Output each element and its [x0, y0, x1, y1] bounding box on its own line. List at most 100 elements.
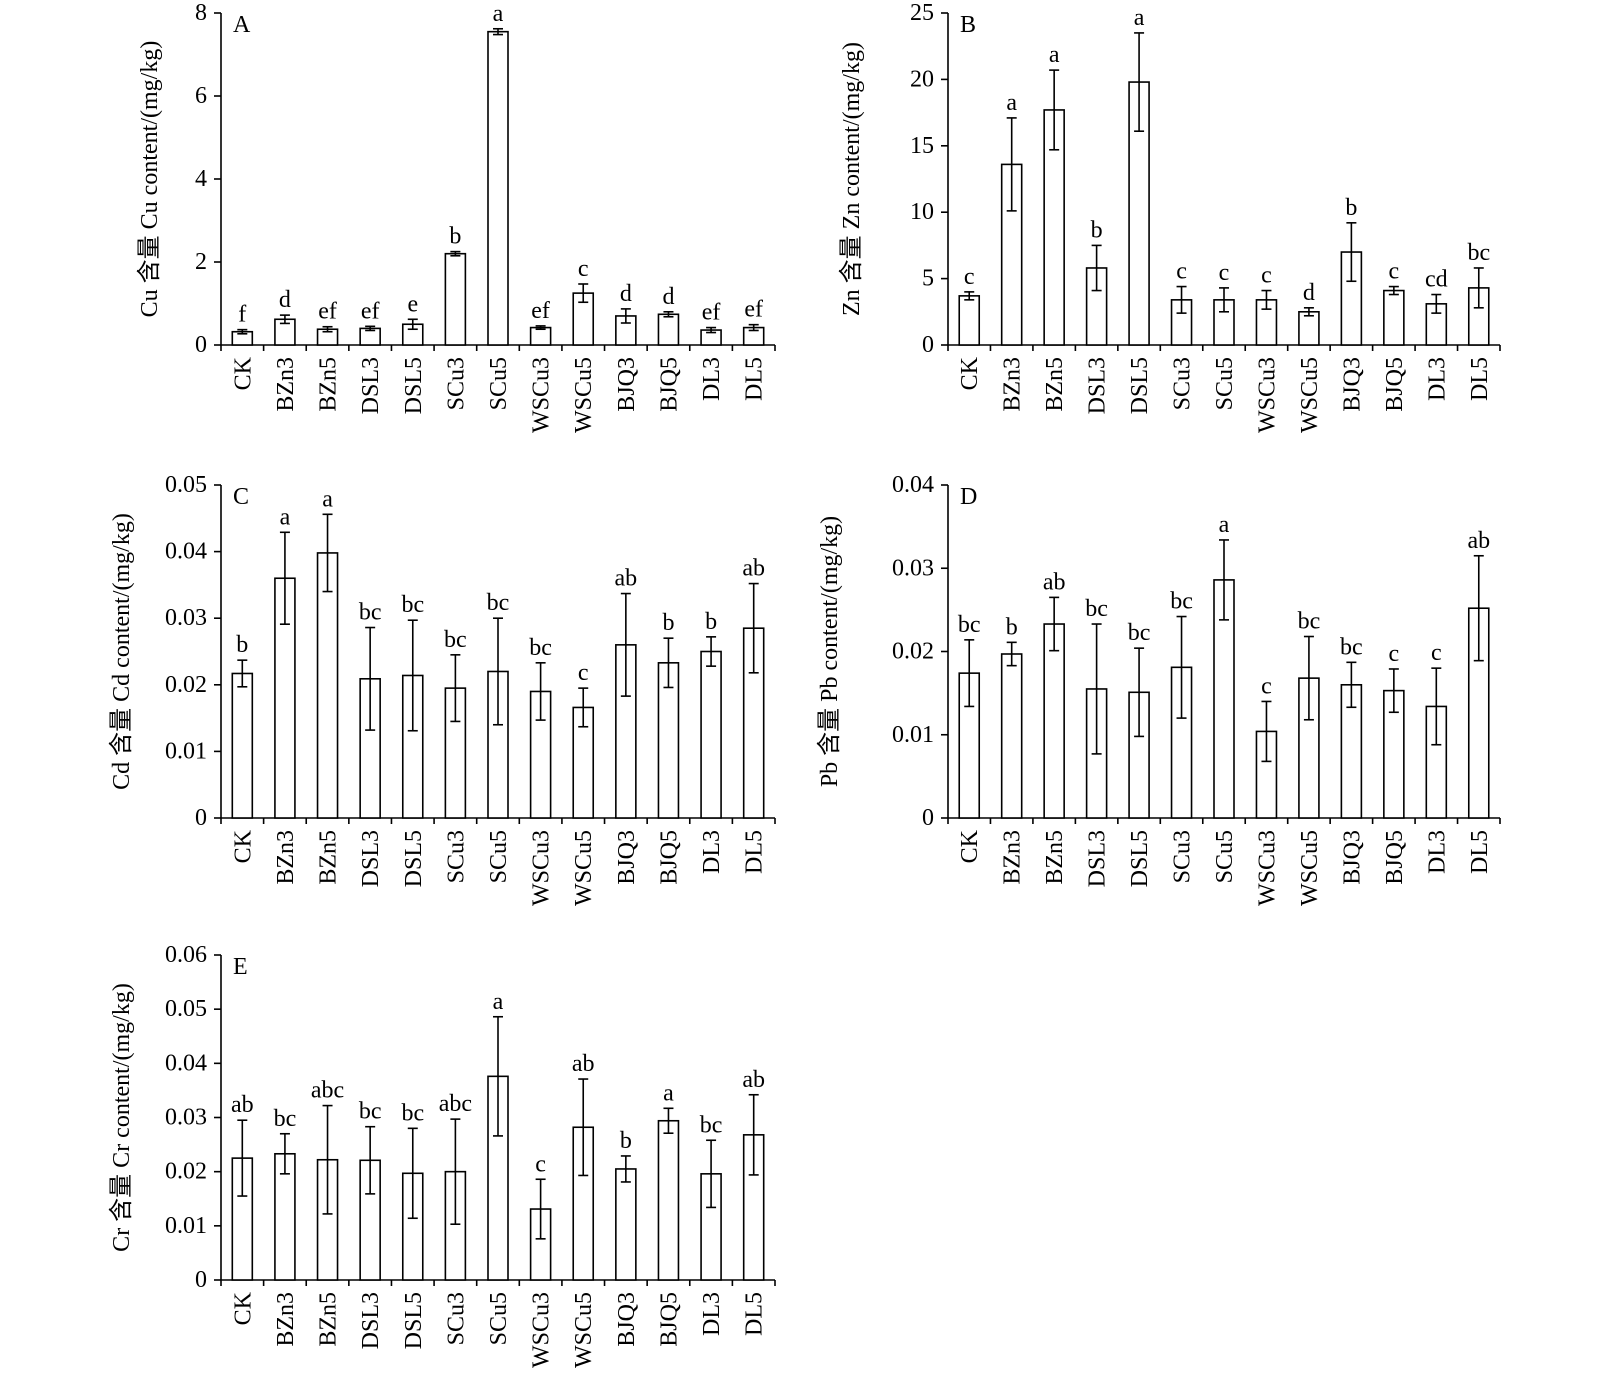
significance-letter-DSL5: bc: [401, 592, 424, 618]
significance-letter-DL3: c: [1431, 640, 1442, 666]
significance-letter-WSCu5: ab: [572, 1051, 595, 1077]
error-bar-BJQ5: [1388, 285, 1399, 296]
category-label-BZn3: BZn3: [273, 1292, 299, 1347]
category-label-BZn3: BZn3: [273, 357, 299, 412]
error-bar-DSL3: [365, 1125, 376, 1195]
error-bar-DL3: [706, 636, 717, 667]
significance-letter-SCu5: c: [1219, 260, 1230, 286]
category-label-DL5: DL5: [742, 357, 768, 401]
error-bar-SCu3: [450, 1118, 461, 1226]
y-tick-label: 0.03: [892, 555, 934, 581]
error-bar-SCu3: [1176, 615, 1187, 719]
significance-letter-WSCu5: bc: [1298, 609, 1321, 635]
category-label-BZn5: BZn5: [1042, 357, 1068, 412]
significance-letter-DSL3: ef: [361, 298, 380, 324]
y-tick-label: 0.01: [892, 722, 934, 748]
panel-d: D Pb 含量 Pb content/(mg/kg) 0 0.01 0.02 0.03 0.…: [816, 472, 1501, 906]
bar-BJQ5: [1383, 289, 1405, 346]
error-bar-SCu5: [493, 617, 503, 726]
y-tick-label: 2: [195, 249, 207, 275]
error-bar-CK: [964, 639, 975, 708]
y-tick-label: 0.04: [165, 539, 207, 565]
error-bar-BZn3: [1006, 641, 1017, 667]
y-tick-label: 20: [910, 66, 934, 92]
y-axis-label: Zn 含量 Zn content/(mg/kg): [838, 42, 865, 316]
y-tick-label: 0.05: [165, 996, 207, 1022]
y-axis-label: Cr 含量 Cr content/(mg/kg): [108, 983, 135, 1252]
y-tick-label: 4: [195, 166, 207, 192]
significance-letter-WSCu3: ef: [531, 298, 550, 324]
significance-letter-SCu3: bc: [1170, 589, 1193, 615]
error-bar-DSL5: [407, 318, 418, 331]
significance-letter-DL3: bc: [700, 1112, 723, 1138]
category-label-SCu5: SCu5: [486, 357, 512, 410]
y-axis-label: Cu 含量 Cu content/(mg/kg): [136, 41, 163, 318]
bar-SCu5: [487, 30, 509, 346]
error-bar-DSL5: [407, 1127, 418, 1220]
error-bar-DL5: [1473, 554, 1484, 662]
significance-letter-BJQ5: a: [663, 1080, 674, 1106]
significance-letter-DSL5: e: [407, 291, 418, 317]
significance-letter-BJQ3: ab: [615, 566, 638, 592]
error-bar-WSCu5: [1303, 635, 1314, 721]
category-label-BZn5: BZn5: [1042, 830, 1068, 885]
panel-label: A: [233, 12, 251, 38]
y-tick-label: 0.06: [165, 942, 207, 968]
error-bar-WSCu5: [1303, 307, 1314, 317]
category-label-BJQ5: BJQ5: [1382, 830, 1408, 885]
category-label-DL3: DL3: [699, 1292, 725, 1336]
significance-letter-DL3: ef: [702, 300, 721, 326]
bar-DL3: [700, 650, 722, 819]
error-bar-DSL3: [365, 325, 376, 332]
error-bar-WSCu3: [535, 325, 546, 331]
category-label-BJQ5: BJQ5: [656, 830, 682, 885]
significance-letter-SCu5: a: [493, 989, 504, 1015]
y-tick-label: 0.03: [165, 1105, 207, 1131]
error-bar-CK: [237, 328, 248, 335]
error-bar-DL5: [748, 1093, 759, 1176]
error-bar-SCu5: [1219, 287, 1229, 313]
bar-WSCu5: [1298, 310, 1320, 346]
significance-letter-SCu5: bc: [487, 590, 510, 616]
y-axis-label: Pb 含量 Pb content/(mg/kg): [816, 516, 843, 787]
category-label-CK: CK: [230, 356, 256, 390]
error-bar-DL5: [748, 323, 759, 332]
error-bar-SCu5: [493, 27, 503, 36]
y-tick-label: 0: [922, 332, 934, 358]
y-tick-label: 0: [195, 805, 207, 831]
panel-e: E Cr 含量 Cr content/(mg/kg) 0 0.01 0.02 0.03 0.…: [108, 942, 776, 1368]
category-label-BZn3: BZn3: [1000, 357, 1026, 412]
category-label-DSL5: DSL5: [401, 1292, 427, 1349]
bar-BJQ3: [615, 1168, 637, 1281]
y-tick-label: 25: [910, 0, 934, 26]
significance-letter-BZn5: a: [1049, 42, 1060, 68]
significance-letter-BZn3: a: [1006, 90, 1017, 116]
bar-BZn3: [1000, 653, 1023, 819]
category-label-WSCu3: WSCu3: [529, 357, 555, 433]
category-label-DL5: DL5: [1467, 830, 1493, 874]
panel-label: C: [233, 484, 249, 510]
significance-letter-BZn5: a: [322, 486, 333, 512]
category-label-WSCu3: WSCu3: [1254, 357, 1280, 433]
significance-letter-BZn3: a: [280, 504, 291, 530]
significance-letter-DSL3: bc: [359, 600, 382, 626]
significance-letter-WSCu5: c: [578, 660, 589, 686]
error-bar-DL5: [748, 582, 759, 674]
error-bar-BZn5: [1049, 596, 1060, 652]
significance-letter-DSL5: bc: [1128, 620, 1151, 646]
category-label-SCu3: SCu3: [443, 357, 469, 410]
significance-letter-DL5: ab: [742, 556, 765, 582]
error-bar-DSL3: [365, 626, 376, 731]
category-label-BZn5: BZn5: [316, 357, 342, 412]
significance-letter-DL5: ab: [742, 1067, 765, 1093]
category-label-SCu5: SCu5: [1212, 830, 1238, 883]
error-bar-BJQ5: [663, 1107, 674, 1135]
panel-c: C Cd 含量 Cd content/(mg/kg) 0 0.01 0.02 0.03 0.…: [108, 472, 776, 906]
panel-a: A Cu 含量 Cu content/(mg/kg) 0 2 4 6 8 f CK d BZn3 ef…: [136, 0, 776, 433]
error-bar-WSCu3: [535, 1178, 546, 1240]
y-tick-label: 0.02: [165, 672, 207, 698]
error-bar-BJQ5: [663, 310, 674, 318]
category-label-BJQ3: BJQ3: [614, 1292, 640, 1347]
significance-letter-CK: b: [236, 632, 248, 658]
significance-letter-WSCu3: c: [535, 1151, 546, 1177]
